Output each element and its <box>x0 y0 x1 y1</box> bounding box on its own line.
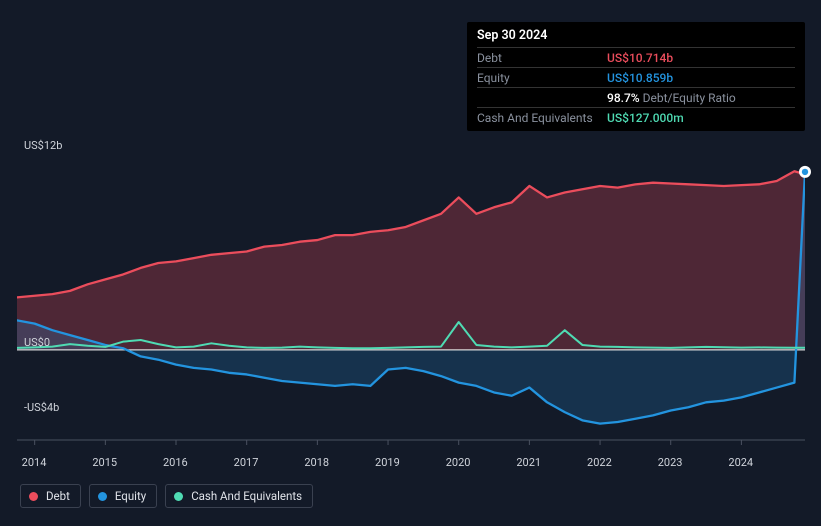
x-tick-label: 2014 <box>22 456 47 469</box>
x-tick-label: 2016 <box>163 456 188 469</box>
financials-chart: -US$4b US$0 US$12b 2014 2015 2016 2017 2018 201… <box>0 0 821 526</box>
legend-dot-icon <box>98 492 107 501</box>
tooltip-row-value: 98.7% Debt/Equity Ratio <box>607 91 736 105</box>
chart-tooltip: Sep 30 2024 DebtUS$10.714bEquityUS$10.85… <box>467 22 805 131</box>
tooltip-row: EquityUS$10.859b <box>477 67 795 87</box>
legend-dot-icon <box>174 492 183 501</box>
tooltip-row-key <box>477 91 607 105</box>
legend-item-debt[interactable]: Debt <box>20 484 81 508</box>
tooltip-row-key: Debt <box>477 51 607 65</box>
tooltip-row: 98.7% Debt/Equity Ratio <box>477 87 795 107</box>
tooltip-row-value: US$10.714b <box>607 51 673 65</box>
legend-dot-icon <box>29 492 38 501</box>
legend-label: Cash And Equivalents <box>191 489 302 503</box>
x-tick-label: 2017 <box>234 456 259 469</box>
x-tick-label: 2024 <box>728 456 753 469</box>
x-tick-label: 2023 <box>658 456 683 469</box>
legend-label: Equity <box>115 489 146 503</box>
y-tick-label: -US$4b <box>24 401 59 414</box>
tooltip-row: DebtUS$10.714b <box>477 47 795 67</box>
tooltip-row-value: US$10.859b <box>607 71 673 85</box>
x-tick-label: 2020 <box>446 456 471 469</box>
tooltip-row: Cash And EquivalentsUS$127.000m <box>477 107 795 127</box>
x-tick-label: 2022 <box>587 456 612 469</box>
x-tick-label: 2021 <box>516 456 541 469</box>
tooltip-row-key: Equity <box>477 71 607 85</box>
y-tick-label: US$0 <box>24 336 50 349</box>
tooltip-row-key: Cash And Equivalents <box>477 111 607 125</box>
y-tick-label: US$12b <box>24 139 62 152</box>
legend-label: Debt <box>46 489 70 503</box>
chart-legend: Debt Equity Cash And Equivalents <box>20 484 313 508</box>
tooltip-date: Sep 30 2024 <box>477 28 795 47</box>
legend-item-equity[interactable]: Equity <box>89 484 157 508</box>
x-tick-label: 2019 <box>375 456 400 469</box>
x-tick-label: 2018 <box>304 456 329 469</box>
legend-item-cash[interactable]: Cash And Equivalents <box>165 484 313 508</box>
tooltip-row-value: US$127.000m <box>607 111 684 125</box>
x-tick-label: 2015 <box>92 456 117 469</box>
